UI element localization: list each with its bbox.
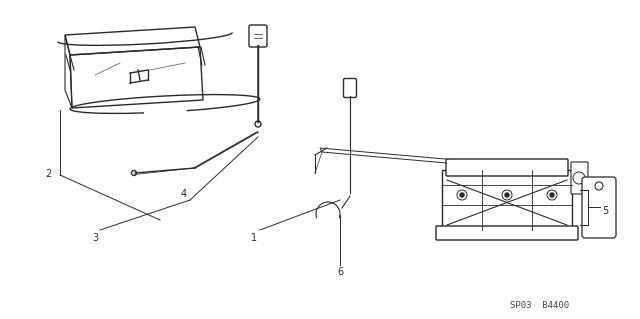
FancyBboxPatch shape: [582, 177, 616, 238]
FancyBboxPatch shape: [344, 78, 356, 98]
Text: 3: 3: [92, 233, 98, 243]
Text: 5: 5: [602, 206, 608, 216]
Circle shape: [550, 192, 554, 197]
Circle shape: [573, 172, 585, 184]
Circle shape: [504, 192, 509, 197]
FancyBboxPatch shape: [446, 159, 568, 176]
FancyBboxPatch shape: [442, 170, 572, 230]
Circle shape: [595, 182, 603, 190]
Circle shape: [457, 190, 467, 200]
FancyBboxPatch shape: [249, 25, 267, 47]
Polygon shape: [320, 148, 492, 167]
Text: 2: 2: [45, 169, 51, 179]
Text: 4: 4: [181, 189, 187, 199]
Text: SP03  B4400: SP03 B4400: [510, 300, 569, 309]
Circle shape: [131, 170, 136, 175]
Circle shape: [502, 190, 512, 200]
Text: 6: 6: [337, 267, 343, 277]
FancyBboxPatch shape: [571, 162, 588, 194]
Text: 1: 1: [251, 233, 257, 243]
Circle shape: [547, 190, 557, 200]
FancyBboxPatch shape: [436, 226, 578, 240]
Circle shape: [460, 192, 465, 197]
